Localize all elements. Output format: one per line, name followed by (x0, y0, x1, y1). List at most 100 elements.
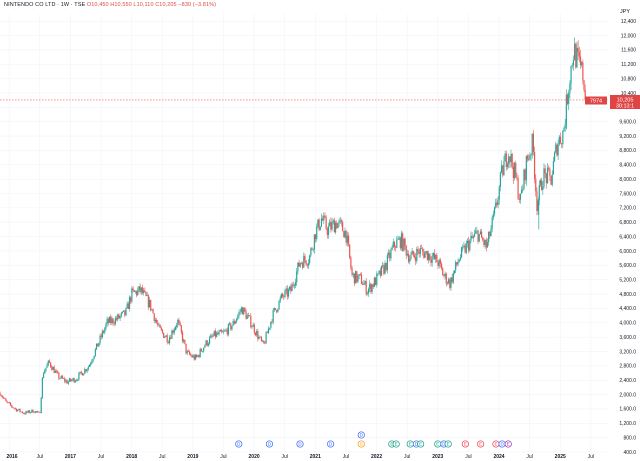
candle (458, 259, 460, 263)
price-axis[interactable]: 400.0 800.0 1,200.0 1,600.0 2,000.0 2,400.0 2,… (619, 19, 636, 456)
candle (266, 332, 268, 333)
event-glyph: D (415, 442, 419, 447)
x-tick-label: 2024 (493, 454, 504, 460)
candle (164, 336, 166, 338)
candle (410, 254, 412, 260)
candle (91, 361, 93, 364)
candle (416, 248, 418, 262)
candle (555, 144, 557, 153)
candle (160, 327, 162, 330)
candle (536, 191, 538, 211)
candle (582, 62, 584, 81)
candle (546, 167, 549, 184)
candle (464, 245, 466, 253)
candle (342, 222, 344, 232)
candle (131, 288, 133, 302)
candle (66, 380, 68, 384)
candle (584, 89, 586, 100)
candle (223, 331, 225, 332)
candle (399, 237, 401, 249)
candle (238, 312, 240, 316)
candle (259, 336, 261, 338)
candle (509, 156, 511, 163)
candle (518, 198, 520, 200)
ohlc-values: O10,450 H10,550 L10,110 C10,205 −830 (−3… (86, 2, 217, 8)
y-tick-label: 6,000.0 (619, 249, 636, 255)
candle (128, 297, 131, 310)
candle (300, 262, 303, 264)
y-tick-label: 3,200.0 (619, 349, 636, 355)
candle (367, 288, 370, 294)
candle (344, 230, 346, 238)
candle (196, 355, 198, 357)
candle (150, 299, 152, 311)
candle (459, 257, 461, 260)
candle (46, 364, 48, 368)
candle (365, 281, 367, 295)
candle (256, 331, 258, 336)
candle (430, 259, 432, 263)
candle (460, 247, 463, 258)
candle (65, 380, 67, 382)
candle (125, 307, 127, 316)
candle (516, 177, 518, 179)
y-tick-label: 2,000.0 (619, 392, 636, 398)
y-tick-label: 8,800.0 (619, 148, 636, 154)
candle (124, 310, 126, 316)
candle (68, 378, 71, 382)
candle (290, 286, 292, 292)
event-glyph: D (442, 442, 446, 447)
candle (47, 360, 49, 365)
candle (42, 373, 45, 378)
candle (41, 377, 43, 398)
candle (8, 402, 11, 404)
candle (286, 288, 288, 297)
candle (147, 295, 149, 308)
candle (553, 152, 556, 162)
candle (440, 263, 443, 269)
candle (2, 397, 5, 399)
candle (473, 233, 476, 237)
candle (306, 264, 308, 266)
candle (566, 94, 569, 104)
candle (120, 312, 122, 317)
candle (364, 281, 366, 284)
candle (267, 328, 270, 333)
candle (92, 358, 94, 362)
candle (234, 321, 237, 324)
candle (1, 396, 3, 398)
event-marker: E (461, 440, 469, 448)
candle (230, 323, 232, 330)
candle (226, 329, 228, 335)
candle (83, 373, 85, 376)
candle (375, 277, 377, 286)
candle (101, 331, 104, 338)
candle (519, 193, 522, 200)
candle (146, 295, 148, 296)
candle (457, 262, 459, 265)
candle (21, 411, 23, 414)
candle (515, 162, 517, 178)
candle (95, 343, 98, 350)
candle (233, 320, 235, 324)
candle (485, 239, 487, 248)
event-glyph: S (360, 442, 363, 447)
time-axis[interactable]: 2016 Jul 2017 Jul 2018 Jul 2019 Jul 2020 Jul 2021 J… (6, 454, 594, 460)
candle (317, 219, 319, 227)
candle (326, 228, 328, 235)
candle (31, 409, 33, 413)
candle (207, 343, 210, 346)
candle (322, 218, 324, 221)
candle (392, 241, 394, 248)
candle (178, 319, 180, 323)
candle (372, 284, 374, 287)
candle (431, 256, 433, 263)
candle (253, 324, 255, 333)
candle (117, 314, 119, 320)
candle (257, 331, 259, 339)
candle (489, 231, 491, 237)
candle (503, 161, 505, 176)
candle (506, 163, 509, 168)
candle (541, 180, 543, 191)
